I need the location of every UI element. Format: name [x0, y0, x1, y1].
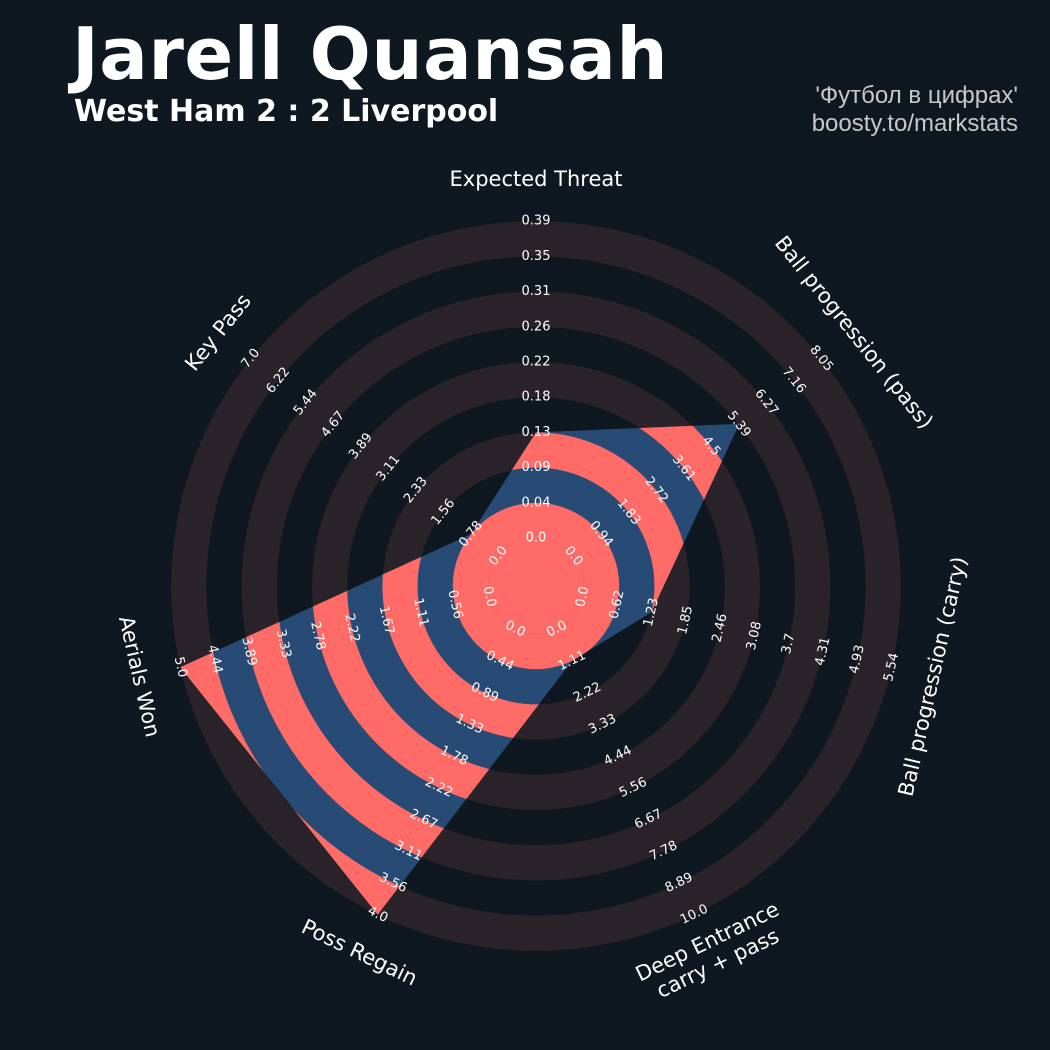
axis-label: Aerials Won [114, 614, 165, 740]
tick-label: 5.0 [171, 655, 190, 679]
tick-label: 3.33 [273, 628, 294, 660]
tick-label: 4.44 [204, 644, 225, 676]
tick-label: 0.0 [573, 585, 592, 609]
tick-label: 0.09 [522, 460, 551, 475]
tick-label: 3.7 [779, 632, 798, 656]
tick-label: 1.85 [675, 604, 696, 636]
tick-label: 5.54 [881, 651, 902, 683]
match-subtitle: West Ham 2 : 2 Liverpool [74, 94, 499, 129]
axis-label: Poss Regain [298, 915, 421, 991]
tick-label: 0.0 [480, 585, 499, 609]
tick-label: 0.31 [522, 284, 551, 299]
tick-label: 0.56 [444, 589, 465, 621]
tick-label: 1.67 [376, 604, 397, 636]
tick-label: 0.13 [522, 425, 551, 440]
tick-label: 0.26 [522, 319, 551, 334]
tick-label: 1.23 [641, 597, 662, 629]
credits-block: 'Футбол в цифрах' boosty.to/markstats [812, 82, 1018, 138]
player-area [180, 423, 740, 915]
tick-label: 3.89 [238, 636, 259, 668]
tick-label: 3.08 [744, 620, 765, 652]
tick-label: 0.04 [522, 495, 551, 510]
tick-label: 2.22 [341, 612, 362, 644]
tick-label: 0.22 [522, 355, 551, 370]
axis-label: Expected Threat [450, 167, 623, 191]
tick-label: 0.0 [526, 531, 547, 546]
center-disk [488, 538, 584, 634]
tick-label: 2.78 [307, 620, 328, 652]
tick-label: 2.46 [710, 612, 731, 644]
tick-label: 0.39 [522, 214, 551, 229]
tick-label: 0.18 [522, 390, 551, 405]
tick-label: 0.62 [607, 589, 628, 621]
player-stripe [452, 502, 620, 670]
tick-label: 1.11 [410, 597, 431, 629]
credit-link: boosty.to/markstats [811, 110, 1018, 137]
axis-label: Ball progression (carry) [894, 554, 972, 798]
player-stripes [180, 423, 740, 915]
tick-label: 4.93 [847, 644, 868, 676]
tick-label: 0.35 [522, 249, 551, 264]
credit-channel: 'Футбол в цифрах' [815, 82, 1018, 109]
tick-label: 4.31 [812, 636, 833, 668]
player-name-title: Jarell Quansah [72, 12, 669, 96]
